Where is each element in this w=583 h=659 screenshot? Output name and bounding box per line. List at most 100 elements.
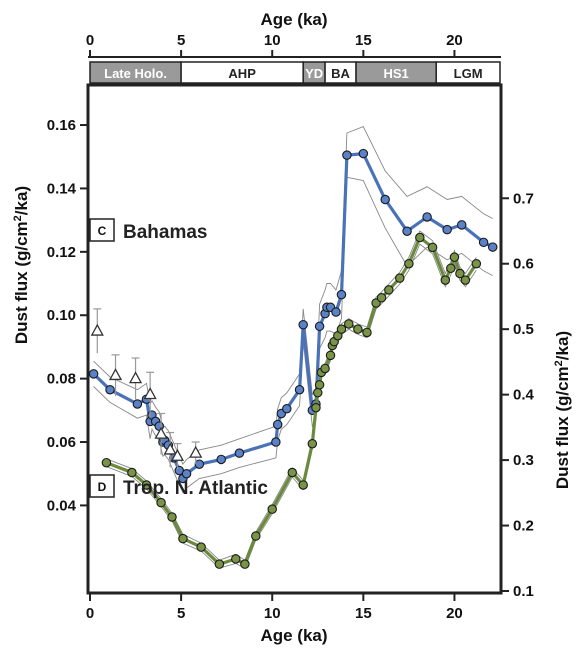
period-label: HS1: [383, 66, 408, 81]
data-point: [314, 321, 325, 332]
triangle-point: [154, 426, 168, 439]
data-point: [267, 504, 277, 514]
data-point: [141, 480, 152, 490]
data-point: [234, 448, 245, 458]
bottom-tick-label: 0: [86, 605, 94, 622]
data-point: [449, 252, 460, 262]
data-point: [471, 258, 482, 269]
period-band: [435, 61, 501, 84]
data-point: [422, 212, 432, 222]
right-axis-title: Dust flux (g/cm2/ka): [553, 331, 572, 489]
data-point: [272, 419, 283, 430]
right-tick-label: 0.4: [513, 387, 535, 404]
period-label: BA: [331, 66, 350, 81]
data-point: [88, 369, 99, 379]
triangle-point: [128, 371, 143, 384]
left-tick-label: 0.08: [47, 371, 76, 388]
data-point: [376, 293, 387, 303]
data-point: [214, 559, 225, 569]
data-point: [427, 242, 438, 253]
top-axis: 0 5 10 15 20: [86, 32, 501, 58]
left-tick-label: 0.06: [47, 434, 76, 451]
data-point: [342, 150, 352, 160]
left-tick-label: 0.16: [47, 117, 76, 134]
data-point: [478, 237, 489, 248]
data-point: [313, 387, 323, 398]
data-point: [336, 289, 347, 300]
data-point: [487, 242, 498, 252]
data-point: [231, 554, 241, 564]
left-axis: 0.04 0.06 0.08 0.10 0.12 0.14 0.16: [47, 117, 88, 514]
triangle-point: [90, 323, 104, 336]
left-axis-title: Dust flux (g/cm2/ka): [12, 186, 31, 344]
panel-d-title: Trop. N. Atlantic: [123, 478, 268, 499]
data-point: [196, 542, 206, 552]
bottom-axis-title: Age (ka): [260, 626, 327, 645]
period-label: LGM: [454, 66, 483, 81]
triangle-point: [189, 445, 203, 458]
top-tick-label: 20: [446, 32, 463, 49]
data-point: [251, 531, 261, 541]
right-axis: 0.1 0.2 0.3 0.4 0.5 0.6 0.7: [501, 190, 535, 600]
data-point: [178, 533, 188, 544]
data-point: [298, 480, 308, 490]
right-tick-label: 0.7: [513, 190, 534, 207]
top-tick-label: 0: [86, 32, 94, 49]
top-tick-label: 10: [264, 32, 281, 49]
data-point: [132, 399, 143, 409]
data-point: [314, 380, 325, 390]
data-point: [331, 307, 341, 317]
panel-d-letter: D: [98, 480, 107, 494]
top-axis-title: Age (ka): [260, 10, 327, 29]
top-tick-label: 15: [355, 32, 372, 49]
right-tick-label: 0.1: [513, 583, 534, 600]
top-tick-label: 5: [177, 32, 185, 49]
data-point: [344, 319, 354, 329]
data-point: [446, 263, 456, 274]
data-point: [404, 258, 414, 269]
data-point: [287, 467, 298, 478]
right-tick-label: 0.3: [513, 452, 534, 469]
data-point: [358, 148, 369, 159]
data-point: [307, 438, 318, 449]
period-label: YD: [305, 66, 323, 81]
data-point: [240, 559, 250, 569]
bottom-tick-label: 15: [355, 605, 372, 622]
period-label: AHP: [228, 66, 256, 81]
series-lower-envelope: [106, 243, 477, 569]
data-point: [380, 194, 390, 205]
left-tick-label: 0.14: [47, 180, 77, 197]
period-bar: Late Holo. AHP YD BA HS1 LGM: [89, 61, 501, 84]
triangle-point: [108, 368, 123, 381]
data-point: [353, 324, 363, 334]
data-point: [105, 384, 115, 395]
triangle-point: [170, 448, 185, 461]
data-point: [336, 324, 347, 334]
data-point: [362, 327, 372, 338]
data-point: [455, 268, 465, 279]
panel-c-title: Bahamas: [123, 222, 208, 243]
series-layer: [88, 126, 498, 569]
bottom-axis: 0 5 10 15 20: [86, 593, 463, 622]
series-upper-envelope: [93, 126, 493, 466]
data-point: [440, 275, 451, 285]
right-tick-label: 0.6: [513, 256, 534, 273]
data-point: [442, 224, 452, 235]
data-point: [402, 226, 412, 236]
panel-c-box: [89, 218, 115, 242]
series-line: [92, 152, 494, 481]
period-label: Late Holo.: [104, 66, 167, 81]
data-point: [311, 402, 321, 413]
data-point: [294, 384, 305, 395]
data-point: [282, 403, 292, 414]
left-tick-label: 0.10: [47, 307, 76, 324]
right-tick-label: 0.2: [513, 518, 534, 535]
panel-c-letter: C: [98, 224, 107, 238]
data-point: [320, 363, 330, 374]
data-point: [460, 275, 471, 285]
data-point: [395, 273, 405, 283]
panel-d-box: [89, 474, 115, 498]
data-point: [384, 285, 394, 295]
right-tick-label: 0.5: [513, 321, 534, 338]
